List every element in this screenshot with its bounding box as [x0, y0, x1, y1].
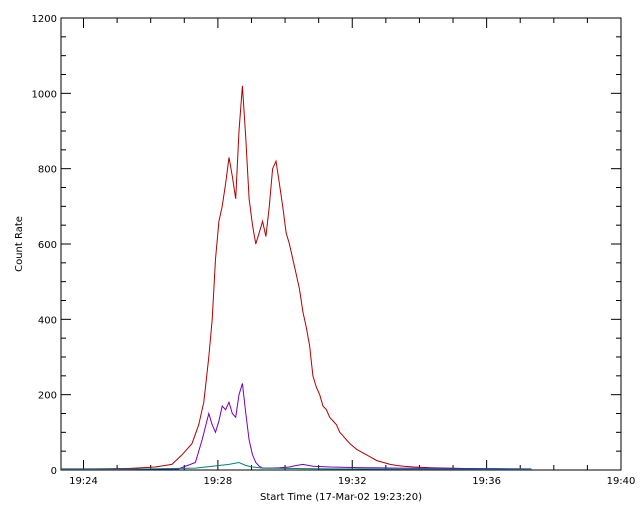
- x-tick-label: 19:36: [472, 476, 501, 487]
- y-tick-label: 0: [51, 466, 57, 477]
- x-tick-label: 19:40: [607, 476, 636, 487]
- series-line-3: [61, 461, 532, 470]
- x-tick-label: 19:32: [338, 476, 367, 487]
- axis-ticks: [61, 17, 622, 471]
- y-tick-label: 600: [38, 240, 57, 251]
- x-axis-title: Start Time (17-Mar-02 19:23:20): [260, 492, 422, 503]
- y-axis-title: Count Rate: [14, 216, 25, 272]
- x-tick-label: 19:24: [69, 476, 98, 487]
- y-tick-label: 200: [38, 391, 57, 402]
- y-tick-label: 800: [38, 165, 57, 176]
- series-line-2: [61, 383, 532, 470]
- series-line-1: [61, 85, 532, 470]
- y-tick-label: 400: [38, 315, 57, 326]
- x-tick-label: 19:28: [203, 476, 232, 487]
- plot-frame: [60, 17, 622, 471]
- y-tick-label: 1200: [32, 14, 57, 25]
- data-series: [61, 85, 532, 470]
- y-tick-label: 1000: [32, 89, 57, 100]
- axis-tick-labels: 0 200 400 600 800 1000 1200 19:24 19:28 19:32 19:3…: [32, 14, 636, 487]
